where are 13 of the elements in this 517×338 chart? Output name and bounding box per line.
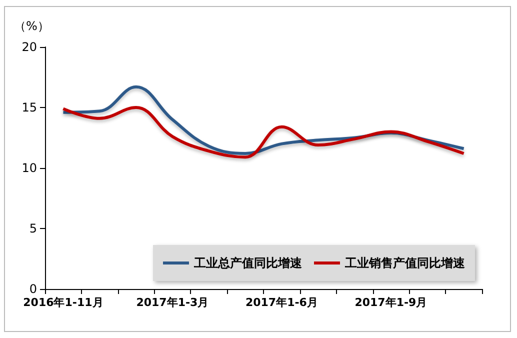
- y-tick-label: 20: [22, 40, 37, 54]
- legend-label: 工业销售产值同比增速: [344, 256, 466, 270]
- x-tick-label: 2017年1-3月: [136, 296, 209, 309]
- line-series: [62, 106, 466, 159]
- y-axis-title: （%）: [14, 19, 50, 33]
- y-tick-label: 0: [29, 282, 37, 296]
- legend-label: 工业总产值同比增速: [193, 256, 303, 270]
- y-tick-label: 10: [22, 161, 37, 175]
- x-tick-label: 2017年1-9月: [354, 296, 428, 309]
- y-tick-label: 5: [29, 222, 37, 236]
- y-tick-label: 15: [22, 100, 37, 114]
- x-tick-label: 2016年1-11月: [23, 296, 104, 309]
- x-tick-label: 2017年1-6月: [245, 296, 318, 309]
